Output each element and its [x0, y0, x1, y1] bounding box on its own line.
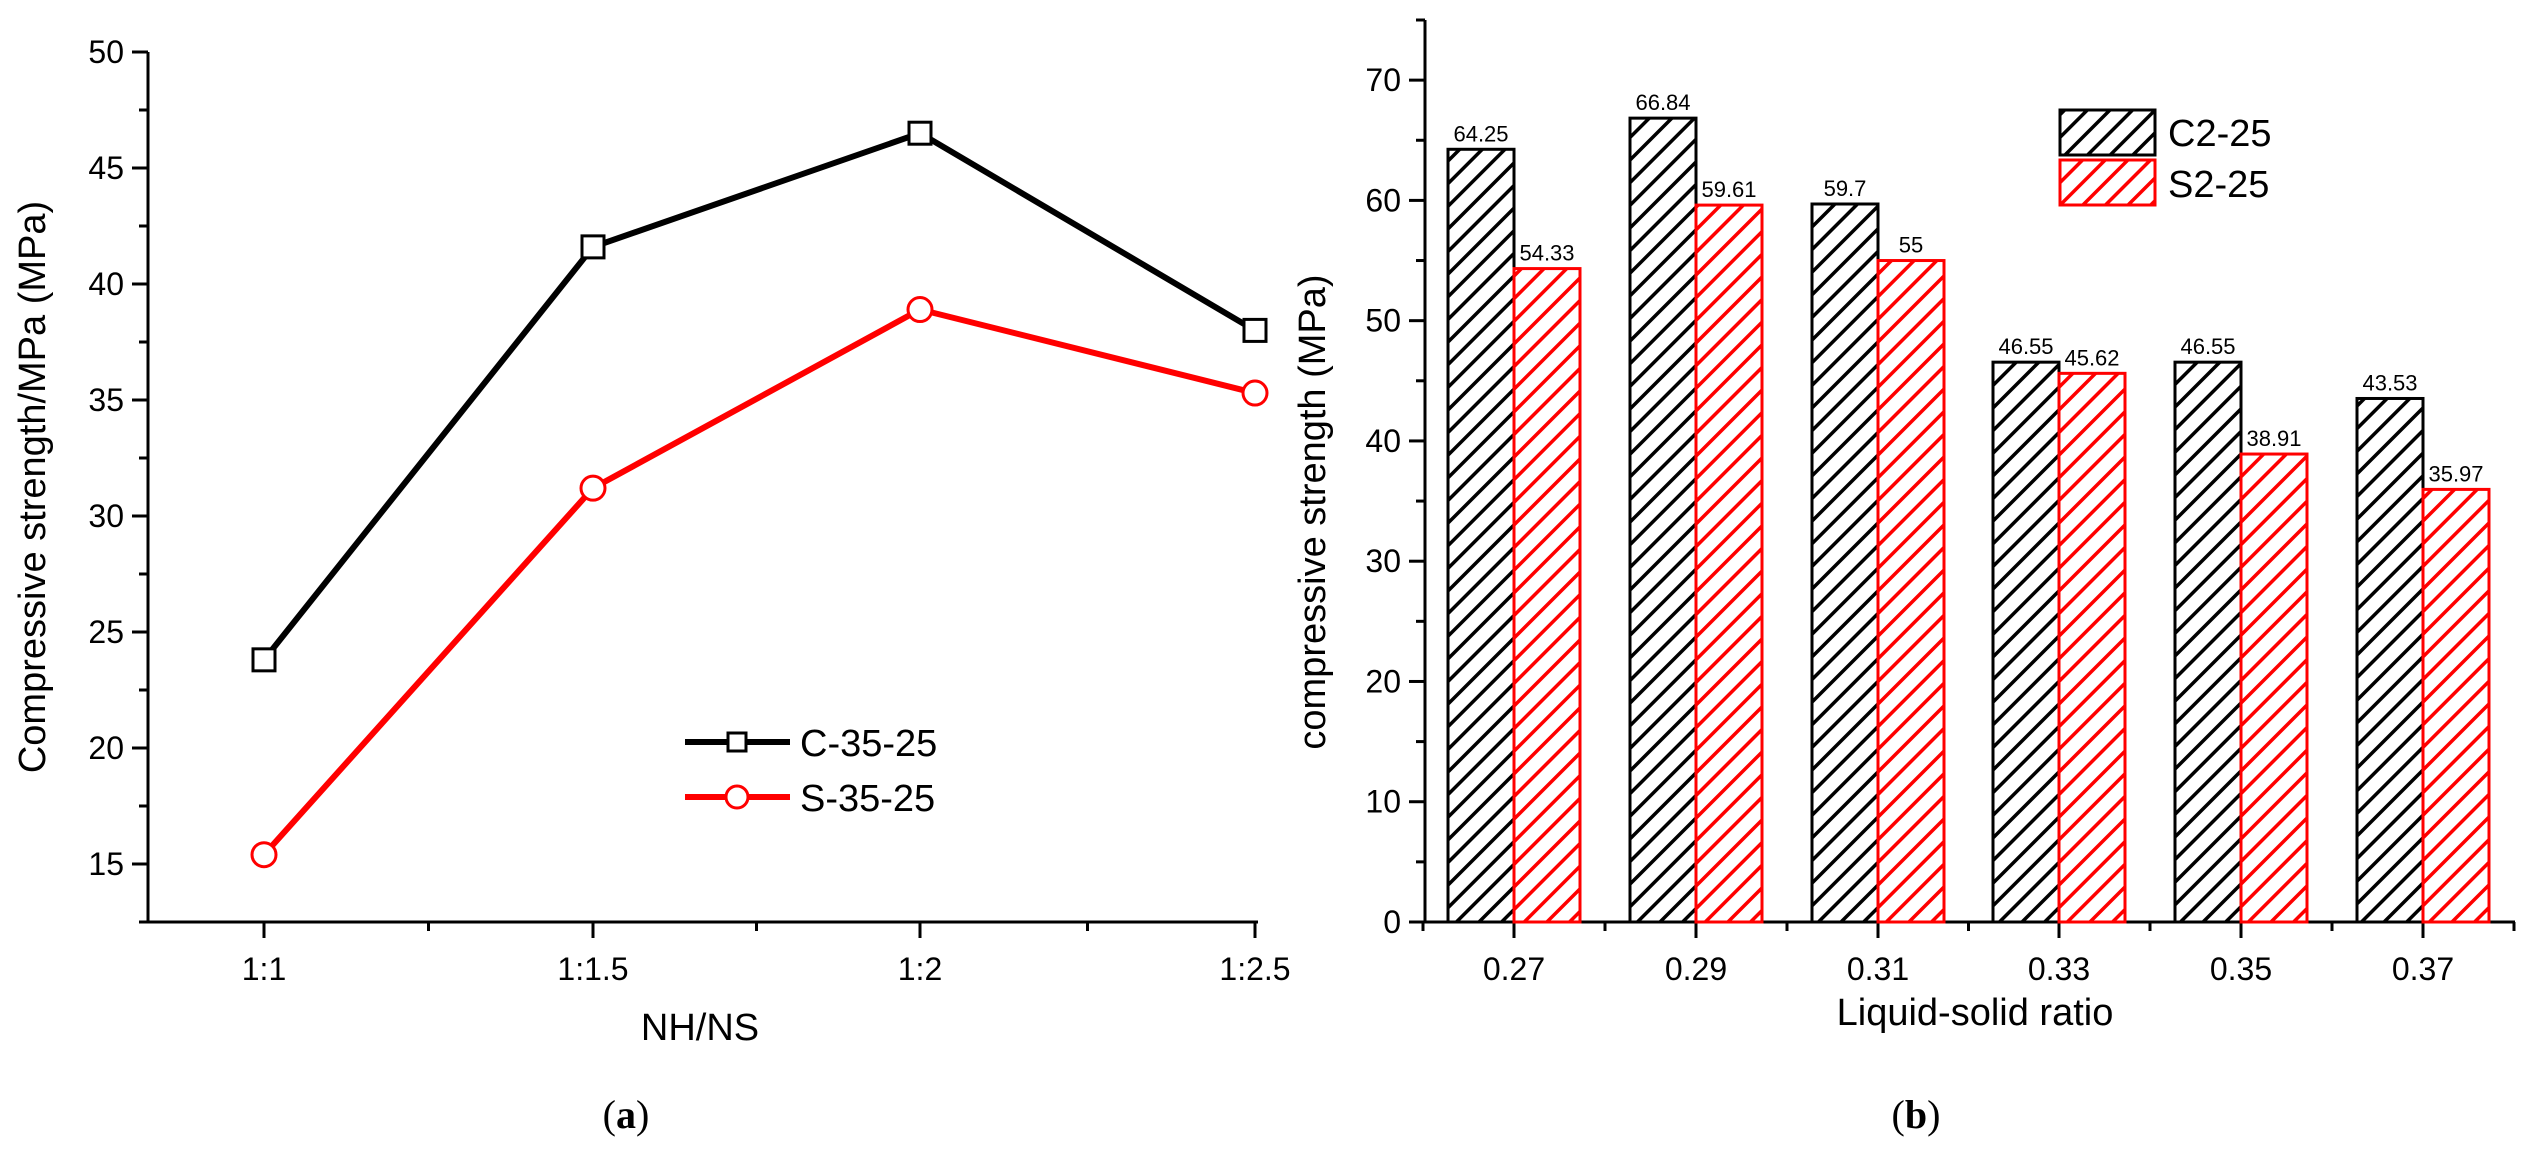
y-tick-label-b: 10 [1365, 784, 1401, 820]
bar-s2-25-0-37 [2421, 487, 2491, 924]
legend-b: C2-25 S2-25 [2058, 108, 2272, 207]
data-label-c2-25-0-33: 46.55 [1998, 334, 2053, 359]
legend-label-s-35-25: S-35-25 [800, 778, 935, 820]
data-label-c2-25-0-29: 66.84 [1635, 90, 1690, 115]
bar-s2-25-0-29 [1694, 203, 1764, 924]
x-tick-label-a-1-2-5: 1:2.5 [1219, 951, 1290, 987]
y-tick-label-a: 35 [88, 382, 124, 418]
legend-circle-marker [724, 784, 750, 810]
data-label-s2-25-0-29: 59.61 [1701, 177, 1756, 202]
x-tick-label-b-0-31: 0.31 [1847, 951, 1909, 987]
legend-label-c2-25: C2-25 [2168, 113, 2272, 155]
legend-label-s2-25: S2-25 [2168, 164, 2269, 206]
panel-label-b: (b) [1892, 1092, 1941, 1137]
data-label-s2-25-0-27: 54.33 [1519, 241, 1574, 266]
data-point-c-35-25-1-2-5 [1242, 317, 1268, 343]
x-tick-label-b-0-37: 0.37 [2392, 951, 2454, 987]
data-point-s-35-25-1-1 [250, 841, 278, 869]
data-label-s2-25-0-35: 38.91 [2246, 426, 2301, 451]
data-label-s2-25-0-31: 55 [1899, 233, 1923, 258]
y-tick-label-a: 30 [88, 498, 124, 534]
data-point-s-35-25-1-1-5 [579, 474, 607, 502]
x-tick-label-b-0-35: 0.35 [2210, 951, 2272, 987]
data-label-s2-25-0-37: 35.97 [2428, 461, 2483, 486]
data-point-c-35-25-1-1 [251, 647, 277, 673]
data-label-c2-25-0-35: 46.55 [2180, 334, 2235, 359]
data-point-c-35-25-1-2 [907, 120, 933, 146]
y-tick-label-a: 40 [88, 266, 124, 302]
x-tick-label-a-1-1-5: 1:1.5 [557, 951, 628, 987]
bar-c2-25-0-29 [1628, 116, 1698, 924]
y-tick-label-a: 25 [88, 614, 124, 650]
bar-c2-25-0-31 [1810, 202, 1880, 924]
bar-c2-25-0-35 [2173, 360, 2243, 924]
y-tick-label-b: 0 [1383, 904, 1401, 940]
y-tick-label-a: 50 [88, 34, 124, 70]
x-tick-label-b-0-33: 0.33 [2028, 951, 2090, 987]
data-point-c-35-25-1-1-5 [580, 234, 606, 260]
y-axis-title-b: compressive strength (MPa) [1292, 274, 1334, 749]
y-tick-label-b: 20 [1365, 663, 1401, 699]
legend-label-c-35-25: C-35-25 [800, 723, 937, 765]
chart-panel-b: 0 10 20 30 40 50 60 70 0.27 0.29 0.31 0.33 0.35 0.37… [1292, 18, 2516, 1137]
legend-a: C-35-25 S-35-25 [685, 723, 937, 820]
bar-c2-25-0-37 [2355, 396, 2425, 924]
y-axis-title-a: Compressive strength/MPa (MPa) [12, 201, 54, 773]
data-label-c2-25-0-27: 64.25 [1453, 121, 1508, 146]
y-tick-label-b: 40 [1365, 423, 1401, 459]
data-point-s-35-25-1-2-5 [1241, 379, 1269, 407]
y-tick-label-b: 50 [1365, 303, 1401, 339]
x-axis-title-a: NH/NS [641, 1007, 759, 1049]
y-tick-label-b: 70 [1365, 62, 1401, 98]
bar-s2-25-0-35 [2239, 452, 2309, 924]
bar-c2-25-0-33 [1991, 360, 2061, 924]
x-axis-title-b: Liquid-solid ratio [1837, 992, 2114, 1034]
series-line-c-35-25 [261, 129, 1257, 662]
x-tick-label-b-0-27: 0.27 [1483, 951, 1545, 987]
y-tick-label-a: 45 [88, 150, 124, 186]
bar-s2-25-0-27 [1512, 267, 1582, 924]
data-label-c2-25-0-31: 59.7 [1824, 176, 1867, 201]
bar-s2-25-0-33 [2057, 371, 2127, 924]
bar-c2-25-0-27 [1446, 147, 1516, 924]
series-line-s-35-25 [261, 306, 1256, 857]
data-point-s-35-25-1-2 [906, 296, 934, 324]
legend-square-marker [726, 731, 748, 753]
y-tick-label-a: 20 [88, 730, 124, 766]
y-tick-label-b: 60 [1365, 182, 1401, 218]
panel-label-a: (a) [603, 1092, 650, 1137]
legend-swatch-s2-25 [2058, 158, 2157, 207]
x-tick-label-a-1-2: 1:2 [898, 951, 942, 987]
y-tick-label-a: 15 [88, 846, 124, 882]
bar-s2-25-0-31 [1876, 259, 1946, 924]
data-label-s2-25-0-33: 45.62 [2064, 345, 2119, 370]
legend-swatch-c2-25 [2058, 108, 2157, 157]
y-tick-label-b: 30 [1365, 543, 1401, 579]
x-tick-label-a-1-1: 1:1 [242, 951, 286, 987]
data-label-c2-25-0-37: 43.53 [2362, 370, 2417, 395]
x-tick-label-b-0-29: 0.29 [1665, 951, 1727, 987]
